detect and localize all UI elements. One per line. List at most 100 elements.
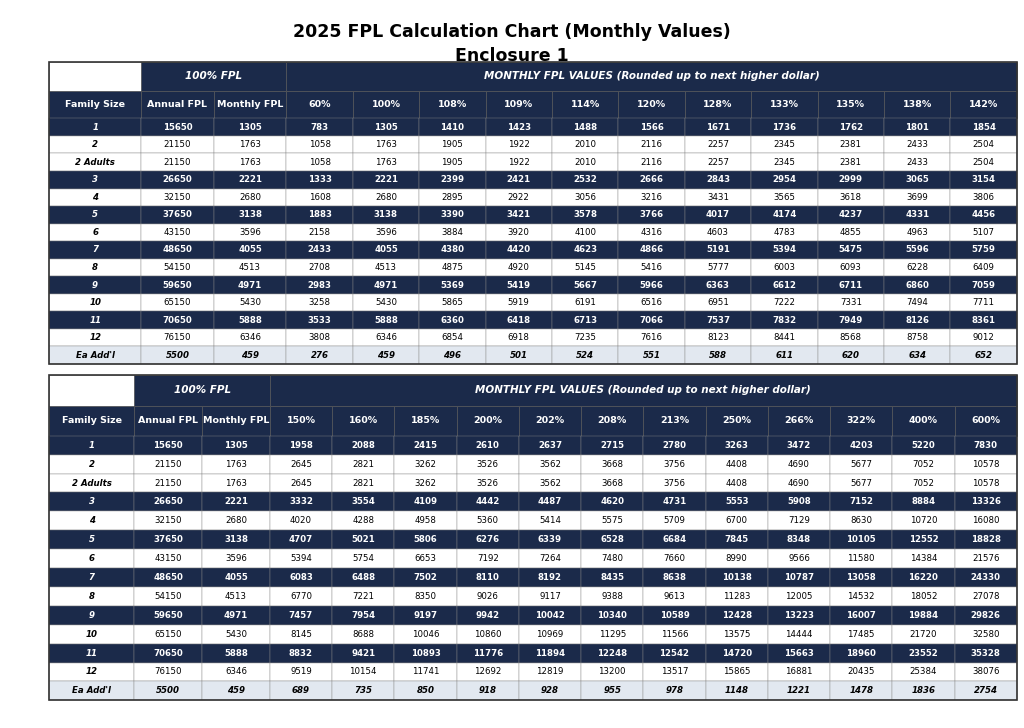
Text: 978: 978 xyxy=(666,687,683,695)
Bar xyxy=(214,90,287,119)
Text: 928: 928 xyxy=(541,687,559,695)
Text: 4: 4 xyxy=(89,516,95,526)
Text: 54150: 54150 xyxy=(164,263,191,272)
Bar xyxy=(419,119,485,136)
Text: 1608: 1608 xyxy=(308,193,331,202)
Text: 6700: 6700 xyxy=(726,516,748,526)
Text: 2399: 2399 xyxy=(440,175,464,184)
Bar xyxy=(332,492,394,511)
Text: 2345: 2345 xyxy=(773,158,796,167)
Bar xyxy=(552,90,618,119)
Bar xyxy=(202,681,270,700)
Text: 4958: 4958 xyxy=(415,516,436,526)
Bar xyxy=(954,455,1017,474)
Text: 2221: 2221 xyxy=(374,175,398,184)
Bar xyxy=(892,405,954,436)
Text: 5677: 5677 xyxy=(850,478,872,488)
Text: 1836: 1836 xyxy=(911,687,936,695)
Bar xyxy=(485,312,552,329)
Bar xyxy=(581,568,643,587)
Text: 3562: 3562 xyxy=(539,459,561,469)
Bar xyxy=(394,587,457,606)
Bar xyxy=(141,241,214,258)
Bar xyxy=(706,625,768,644)
Bar xyxy=(352,206,419,223)
Bar xyxy=(768,492,830,511)
Text: 783: 783 xyxy=(310,122,329,132)
Text: 20435: 20435 xyxy=(848,668,874,676)
Text: 10860: 10860 xyxy=(474,630,502,638)
Text: 2843: 2843 xyxy=(706,175,730,184)
Text: 8350: 8350 xyxy=(415,592,436,601)
Text: Annual FPL: Annual FPL xyxy=(138,416,199,425)
Text: 32150: 32150 xyxy=(164,193,191,202)
Text: 135%: 135% xyxy=(837,100,865,109)
Bar xyxy=(752,136,817,154)
Bar xyxy=(394,474,457,492)
Bar xyxy=(485,241,552,258)
Text: Monthly FPL: Monthly FPL xyxy=(217,100,284,109)
Bar xyxy=(394,511,457,530)
Bar xyxy=(884,241,950,258)
Bar xyxy=(954,530,1017,549)
Bar xyxy=(892,474,954,492)
Bar xyxy=(817,241,884,258)
Text: 850: 850 xyxy=(417,687,434,695)
Text: 2645: 2645 xyxy=(290,459,312,469)
Bar xyxy=(49,436,134,455)
Text: 6711: 6711 xyxy=(839,280,863,290)
Text: 2645: 2645 xyxy=(290,478,312,488)
Bar xyxy=(519,455,581,474)
Bar xyxy=(618,312,685,329)
Bar xyxy=(830,549,892,568)
Bar xyxy=(49,492,134,511)
Text: 5754: 5754 xyxy=(352,554,374,563)
Bar xyxy=(817,206,884,223)
Bar xyxy=(49,154,141,171)
Bar xyxy=(752,206,817,223)
Text: 14720: 14720 xyxy=(722,649,752,657)
Text: 138%: 138% xyxy=(902,100,932,109)
Bar xyxy=(817,277,884,294)
Bar xyxy=(49,662,134,681)
Bar xyxy=(287,136,352,154)
Bar xyxy=(394,492,457,511)
Text: 5414: 5414 xyxy=(539,516,561,526)
Bar xyxy=(134,375,270,405)
Bar xyxy=(685,189,752,206)
Bar xyxy=(892,436,954,455)
Bar xyxy=(332,681,394,700)
Bar xyxy=(830,492,892,511)
Text: 1: 1 xyxy=(89,440,95,450)
Bar xyxy=(134,606,202,625)
Text: 37650: 37650 xyxy=(154,535,183,545)
Bar xyxy=(457,644,519,662)
Text: 213%: 213% xyxy=(659,416,689,425)
Bar xyxy=(685,241,752,258)
Bar xyxy=(332,455,394,474)
Text: 15663: 15663 xyxy=(784,649,814,657)
Bar xyxy=(892,644,954,662)
Bar xyxy=(552,258,618,277)
Text: 8: 8 xyxy=(89,592,95,601)
Text: 5145: 5145 xyxy=(574,263,596,272)
Text: Ea Add'l: Ea Add'l xyxy=(76,351,115,360)
Text: 4690: 4690 xyxy=(788,478,810,488)
Bar xyxy=(49,223,141,241)
Bar xyxy=(954,511,1017,530)
Bar xyxy=(618,154,685,171)
Bar xyxy=(457,587,519,606)
Text: 3526: 3526 xyxy=(477,459,499,469)
Bar xyxy=(352,154,419,171)
Bar xyxy=(552,241,618,258)
Text: 8630: 8630 xyxy=(850,516,872,526)
Bar xyxy=(519,568,581,587)
Text: 1854: 1854 xyxy=(972,122,995,132)
Text: 6093: 6093 xyxy=(840,263,862,272)
Text: 7949: 7949 xyxy=(839,316,863,325)
Bar xyxy=(214,347,287,364)
Bar xyxy=(270,568,332,587)
Bar xyxy=(352,258,419,277)
Text: 955: 955 xyxy=(603,687,622,695)
Text: 1763: 1763 xyxy=(375,158,397,167)
